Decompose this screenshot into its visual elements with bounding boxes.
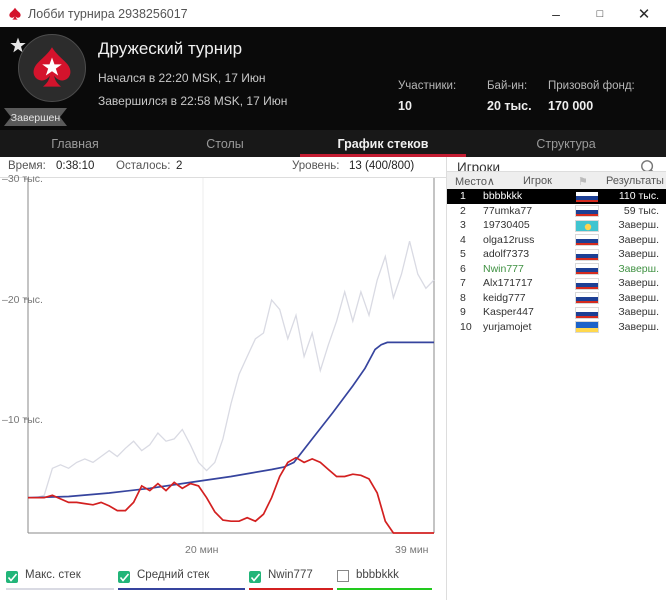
svg-text:Завершен: Завершен bbox=[11, 112, 61, 124]
